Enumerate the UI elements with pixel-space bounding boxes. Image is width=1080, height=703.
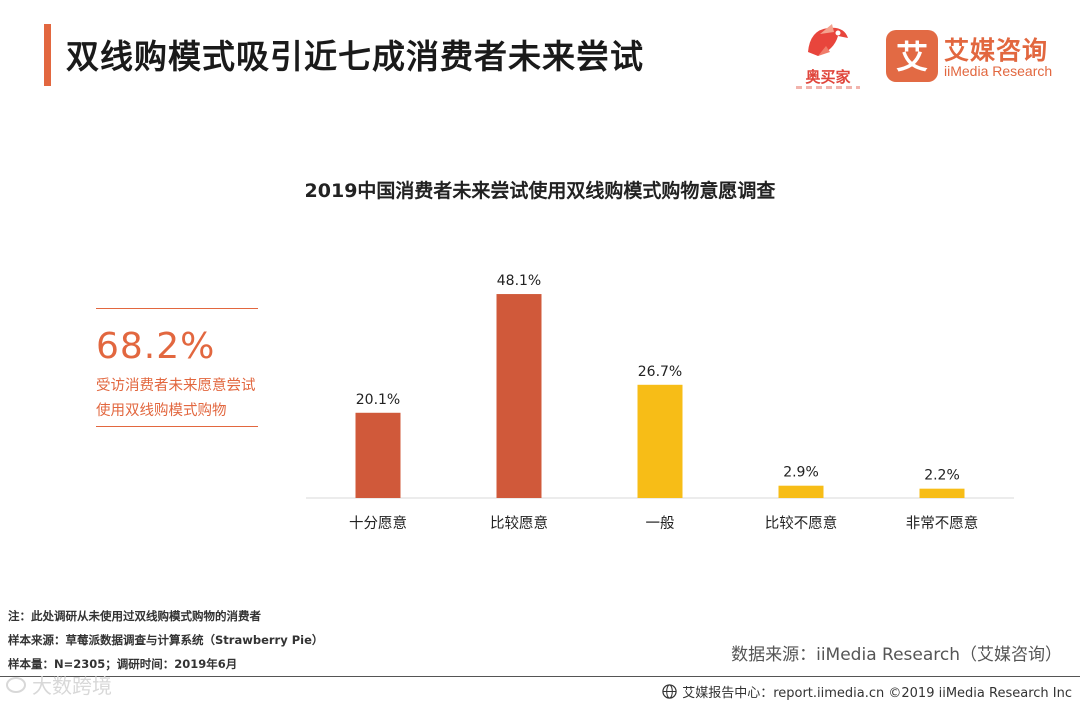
category-label: 十分愿意 <box>349 514 407 532</box>
svg-text:艾: 艾 <box>896 38 928 76</box>
watermark-text: 大数跨境 <box>32 674 112 698</box>
callout-top-rule <box>96 308 258 309</box>
data-source: 数据来源：iiMedia Research（艾媒咨询） <box>731 645 1062 665</box>
bar-value-label: 26.7% <box>638 364 682 380</box>
footnote: 注：此处调研从未使用过双线购模式购物的消费者 <box>8 609 261 623</box>
iimedia-logo: 艾 艾媒咨询 iiMedia Research <box>886 30 1066 86</box>
aomaijia-logo-tagline <box>796 86 860 89</box>
aomaijia-logo: 奥买家 <box>796 22 860 94</box>
bar-value-label: 20.1% <box>356 392 400 408</box>
callout-description: 受访消费者未来愿意尝试使用双线购模式购物 <box>96 378 256 419</box>
watermark: 大数跨境 <box>6 670 112 699</box>
iimedia-badge-icon: 艾 <box>886 30 938 82</box>
title-accent-bar <box>44 24 51 86</box>
iimedia-logo-cn: 艾媒咨询 <box>944 36 1049 65</box>
bar-3 <box>637 384 683 498</box>
bar-2 <box>496 294 542 498</box>
footer-text: 艾媒报告中心：report.iimedia.cn ©2019 iiMedia R… <box>682 686 1072 701</box>
chart-title: 2019中国消费者未来尝试使用双线购模式购物意愿调查 <box>304 180 776 202</box>
globe-icon <box>662 684 677 699</box>
sample-source: 样本来源：草莓派数据调查与计算系统（Strawberry Pie） <box>8 633 324 647</box>
callout-value: 68.2% <box>96 326 216 367</box>
category-label: 比较不愿意 <box>765 514 838 532</box>
bar-value-label: 48.1% <box>497 273 541 289</box>
bar-value-label: 2.9% <box>783 465 819 481</box>
footer-divider <box>0 676 1080 677</box>
page-title: 双线购模式吸引近七成消费者未来尝试 <box>66 37 644 76</box>
footer: 艾媒报告中心：report.iimedia.cn ©2019 iiMedia R… <box>662 682 1072 701</box>
aomaijia-logo-text: 奥买家 <box>805 68 851 86</box>
category-label: 非常不愿意 <box>906 514 979 532</box>
bar-5 <box>919 488 965 498</box>
category-label: 比较愿意 <box>490 514 548 532</box>
callout-bottom-rule <box>96 426 258 427</box>
bar-value-label: 2.2% <box>924 468 960 484</box>
bar-4 <box>778 485 824 498</box>
sample-size: 样本量：N=2305；调研时间：2019年6月 <box>8 657 238 671</box>
category-label: 一般 <box>646 515 675 532</box>
watermark-chat-icon <box>6 676 26 693</box>
iimedia-logo-en: iiMedia Research <box>944 63 1053 79</box>
bar-1 <box>355 412 401 498</box>
aomaijia-bird-icon <box>808 24 848 56</box>
